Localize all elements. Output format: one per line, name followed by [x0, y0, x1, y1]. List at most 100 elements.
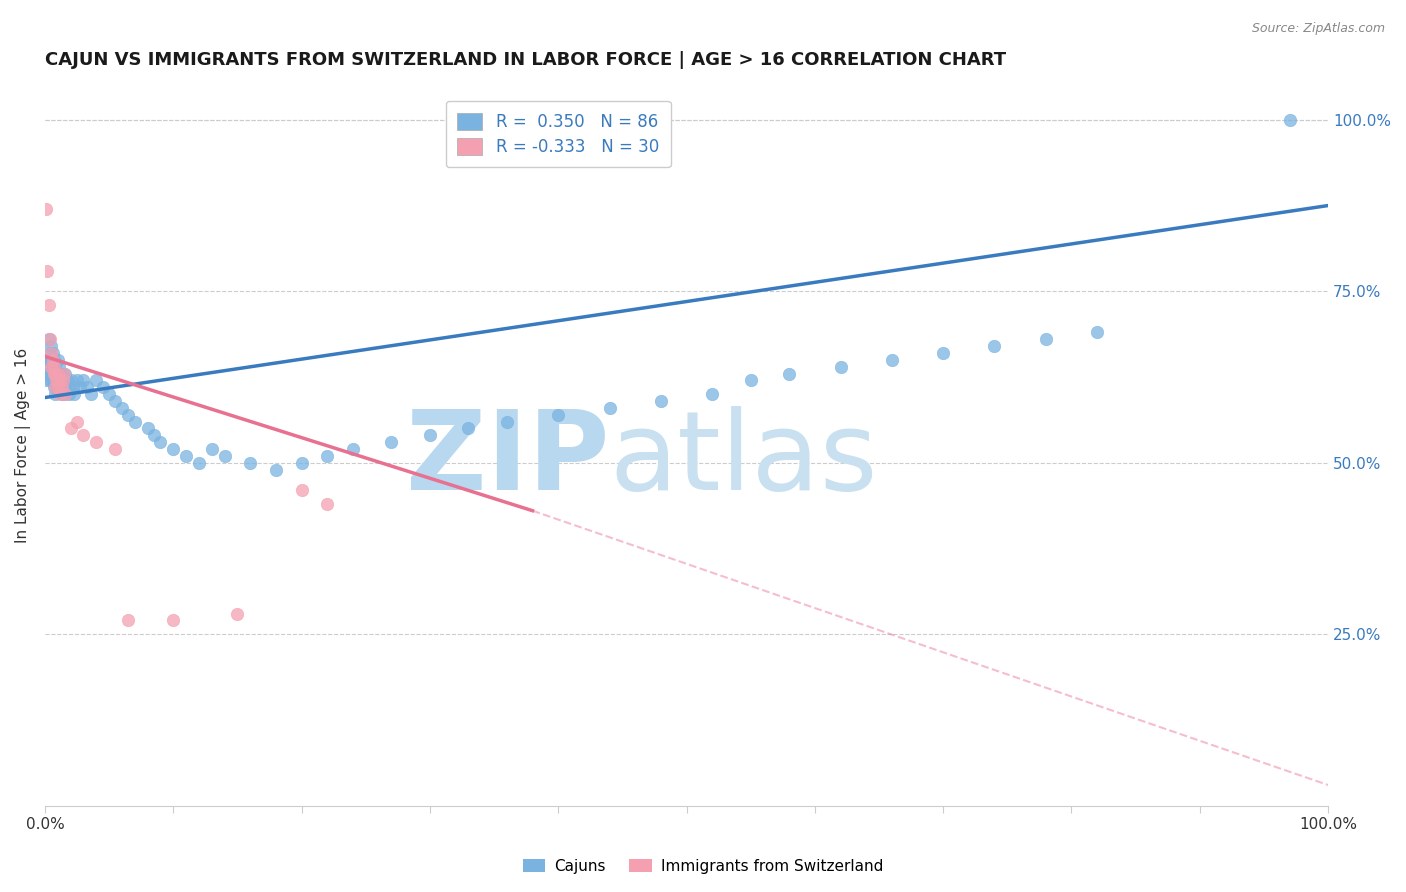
Point: [44, 373, 66, 387]
Point: [41, 352, 63, 367]
Point: [51, 373, 73, 387]
Point: [162, 442, 184, 456]
Point: [55, 380, 77, 394]
Point: [316, 497, 339, 511]
Point: [59, 421, 82, 435]
Point: [84, 373, 107, 387]
Point: [239, 456, 262, 470]
Point: [187, 456, 209, 470]
Point: [547, 408, 569, 422]
Point: [49, 367, 72, 381]
Point: [58, 387, 80, 401]
Point: [457, 421, 479, 435]
Point: [174, 449, 197, 463]
Point: [214, 449, 236, 463]
Point: [37, 367, 59, 381]
Point: [51, 380, 73, 394]
Point: [1278, 112, 1301, 127]
Point: [76, 380, 98, 394]
Point: [104, 394, 127, 409]
Point: [143, 428, 166, 442]
Point: [39, 367, 62, 381]
Point: [72, 373, 94, 387]
Point: [495, 415, 517, 429]
Point: [41, 373, 63, 387]
Point: [419, 428, 441, 442]
Point: [48, 373, 70, 387]
Point: [45, 367, 67, 381]
Point: [72, 428, 94, 442]
Point: [316, 449, 339, 463]
Point: [702, 387, 724, 401]
Point: [35, 202, 58, 216]
Point: [201, 442, 224, 456]
Text: Source: ZipAtlas.com: Source: ZipAtlas.com: [1251, 22, 1385, 36]
Point: [51, 387, 73, 401]
Point: [53, 373, 76, 387]
Point: [111, 401, 134, 415]
Point: [42, 380, 65, 394]
Point: [39, 359, 62, 374]
Point: [38, 332, 60, 346]
Legend: Cajuns, Immigrants from Switzerland: Cajuns, Immigrants from Switzerland: [516, 853, 890, 880]
Point: [55, 367, 77, 381]
Point: [63, 387, 86, 401]
Point: [91, 380, 114, 394]
Point: [117, 614, 139, 628]
Point: [226, 607, 249, 621]
Point: [1085, 326, 1108, 340]
Point: [55, 387, 77, 401]
Point: [104, 442, 127, 456]
Point: [650, 394, 672, 409]
Point: [39, 332, 62, 346]
Point: [44, 380, 66, 394]
Point: [39, 346, 62, 360]
Point: [290, 456, 312, 470]
Point: [264, 462, 287, 476]
Point: [52, 373, 75, 387]
Point: [35, 373, 58, 387]
Point: [46, 380, 69, 394]
Point: [44, 359, 66, 374]
Point: [42, 359, 65, 374]
Point: [41, 346, 63, 360]
Point: [48, 373, 70, 387]
Point: [39, 359, 62, 374]
Point: [46, 367, 69, 381]
Point: [1035, 332, 1057, 346]
Point: [80, 387, 103, 401]
Point: [380, 435, 402, 450]
Point: [136, 421, 159, 435]
Point: [599, 401, 621, 415]
Point: [740, 373, 762, 387]
Point: [56, 380, 79, 394]
Legend: R =  0.350   N = 86, R = -0.333   N = 30: R = 0.350 N = 86, R = -0.333 N = 30: [446, 101, 671, 168]
Point: [41, 359, 63, 374]
Point: [66, 415, 89, 429]
Point: [45, 373, 67, 387]
Point: [38, 352, 60, 367]
Point: [162, 614, 184, 628]
Point: [39, 346, 62, 360]
Point: [830, 359, 852, 374]
Point: [149, 435, 172, 450]
Point: [84, 435, 107, 450]
Text: CAJUN VS IMMIGRANTS FROM SWITZERLAND IN LABOR FORCE | AGE > 16 CORRELATION CHART: CAJUN VS IMMIGRANTS FROM SWITZERLAND IN …: [45, 51, 1007, 69]
Point: [53, 367, 76, 381]
Point: [48, 359, 70, 374]
Point: [39, 339, 62, 353]
Point: [69, 380, 91, 394]
Text: ZIP: ZIP: [406, 407, 610, 514]
Point: [39, 373, 62, 387]
Point: [62, 380, 84, 394]
Point: [45, 380, 67, 394]
Point: [37, 263, 59, 277]
Y-axis label: In Labor Force | Age > 16: In Labor Force | Age > 16: [15, 348, 31, 543]
Point: [38, 367, 60, 381]
Text: atlas: atlas: [610, 407, 877, 514]
Point: [290, 483, 312, 497]
Point: [46, 380, 69, 394]
Point: [46, 352, 69, 367]
Point: [98, 387, 121, 401]
Point: [117, 408, 139, 422]
